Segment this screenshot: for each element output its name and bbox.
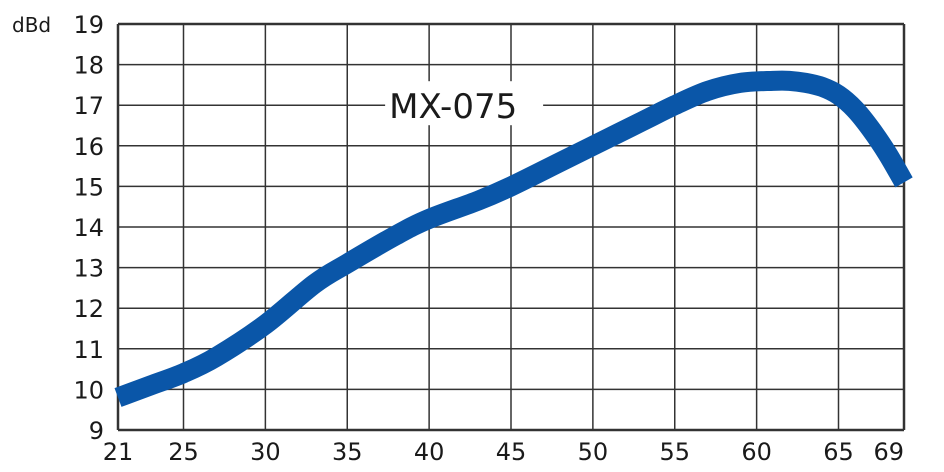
x-tick-label: 45 [496,438,527,466]
y-tick-label: 9 [89,417,104,445]
y-tick-label: 19 [73,11,104,39]
y-tick-label: 10 [73,376,104,404]
y-axis: 9 10 11 12 13 14 15 16 17 18 19 [73,11,104,445]
y-tick-label: 17 [73,92,104,120]
y-tick-label: 12 [73,295,104,323]
x-tick-label: 25 [168,438,199,466]
x-tick-label: 21 [103,438,134,466]
x-tick-label: 50 [578,438,609,466]
series-layer [114,70,913,407]
x-axis: 21 25 30 35 40 45 50 55 60 65 69 [103,438,904,466]
y-tick-label: 15 [73,173,104,201]
y-tick-label: 18 [73,52,104,80]
x-tick-label: 60 [741,438,772,466]
x-tick-label: 35 [332,438,363,466]
y-tick-label: 16 [73,133,104,161]
series-label: MX-075 [389,87,517,127]
x-tick-label: 55 [659,438,690,466]
series-line [114,70,913,407]
x-tick-label: 69 [873,438,904,466]
series-label-group: MX-075 [385,81,544,127]
x-tick-label: 65 [823,438,854,466]
y-tick-label: 11 [73,336,104,364]
y-tick-label: 13 [73,255,104,283]
y-axis-unit-label: dBd [12,13,51,37]
x-tick-label: 40 [414,438,445,466]
x-tick-label: 30 [250,438,281,466]
y-tick-label: 14 [73,214,104,242]
series-label-background [385,81,544,126]
